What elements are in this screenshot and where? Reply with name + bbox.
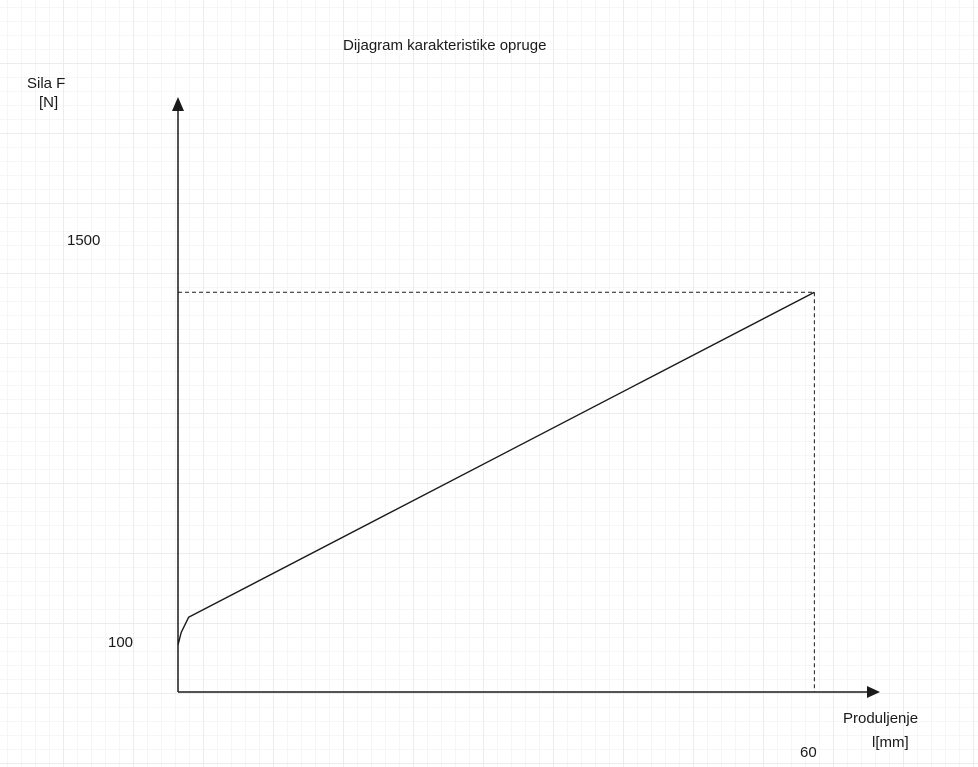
y-tick-label-100: 100 [108, 634, 134, 651]
x-axis-arrow-icon [867, 686, 880, 698]
x-axis-label-line2: l[mm] [872, 734, 909, 751]
y-axis-label-line1: Sila F [27, 75, 66, 92]
series-line-0 [177, 291, 815, 646]
x-tick-label-60: 60 [800, 744, 817, 761]
chart-title: Dijagram karakteristike opruge [343, 37, 547, 54]
y-tick-label-1500: 1500 [67, 232, 101, 249]
y-axis-arrow-icon [172, 97, 184, 111]
x-axis-label-line1: Produljenje [843, 710, 919, 727]
y-axis-label-line2: [N] [39, 94, 59, 111]
